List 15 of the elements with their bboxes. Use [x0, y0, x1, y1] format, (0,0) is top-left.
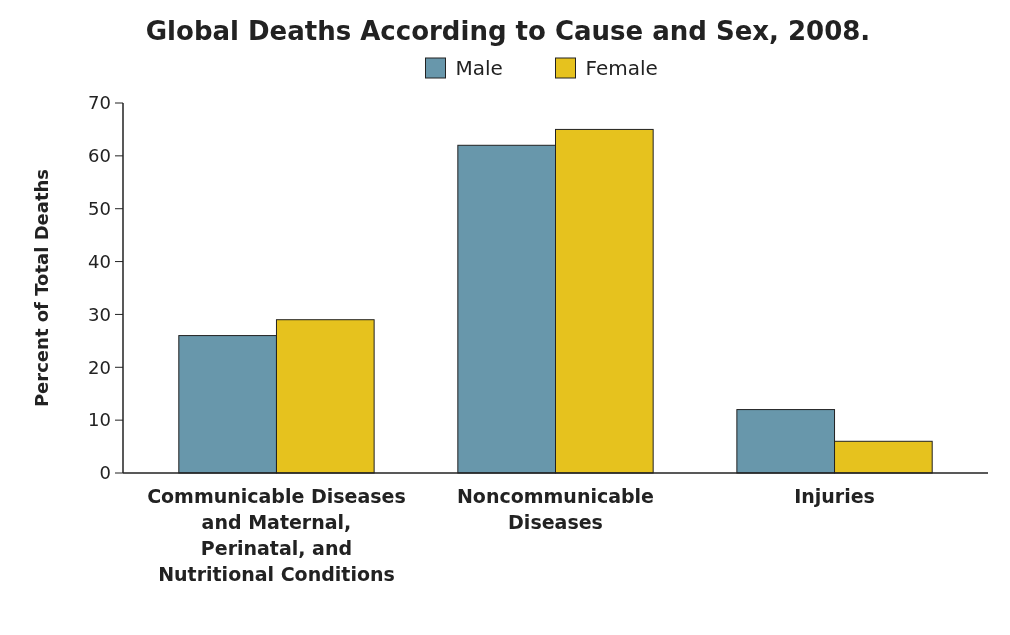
- x-tick-label: Communicable Diseases and Maternal, Perinatal, and Nutritional Conditions: [147, 485, 406, 585]
- y-axis-title: Percent of Total Deaths: [31, 168, 52, 408]
- y-tick-label: 50: [88, 198, 111, 220]
- y-tick-label: 30: [88, 303, 111, 325]
- y-tick-label: 10: [88, 409, 111, 431]
- y-tick-label: 40: [88, 250, 111, 272]
- x-tick-label: Injuries: [794, 485, 875, 507]
- legend-label: Female: [585, 56, 658, 80]
- y-tick-label: 60: [88, 145, 111, 167]
- legend-label: Male: [455, 56, 503, 80]
- y-tick-label: 0: [99, 462, 111, 484]
- y-tick-label: 70: [88, 92, 111, 114]
- y-tick-label: 20: [88, 356, 111, 378]
- x-tick-label: Noncommunicable Diseases: [456, 485, 655, 533]
- chart-title: Global Deaths According to Cause and Sex, 2008.: [145, 16, 871, 46]
